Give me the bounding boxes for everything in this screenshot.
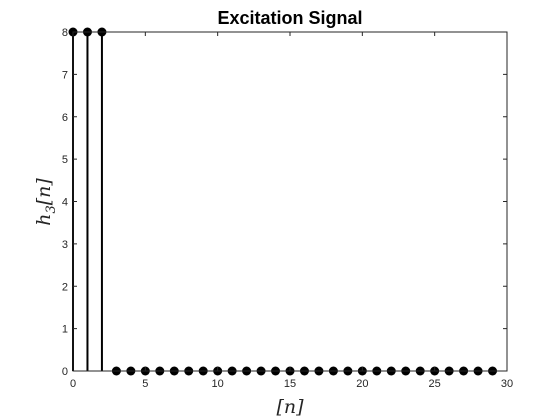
markers-layer (68, 27, 498, 376)
y-tick-label: 1 (62, 324, 68, 336)
x-tick-label: 5 (142, 378, 148, 390)
y-axis-label-rest: [n] (33, 178, 55, 206)
x-axis-label: [n] (276, 396, 304, 418)
y-tick-label: 6 (62, 112, 68, 124)
y-axis-label: h3[n] (33, 178, 59, 226)
y-ticks: 0 1 2 3 4 5 6 7 8 (62, 27, 507, 378)
x-tick-label: 10 (212, 378, 224, 390)
y-tick-label: 8 (62, 27, 68, 39)
y-tick-label: 7 (62, 69, 68, 81)
y-tick-label: 3 (62, 239, 68, 251)
x-tick-label: 0 (70, 378, 76, 390)
y-tick-label: 2 (62, 281, 68, 293)
x-tick-label: 15 (284, 378, 296, 390)
y-axis-label-base: h (33, 214, 55, 226)
x-ticks: 0 5 10 15 20 25 30 (70, 32, 513, 390)
x-tick-label: 20 (356, 378, 368, 390)
y-axis-label-sub: 3 (44, 205, 59, 213)
y-tick-label: 5 (62, 154, 68, 166)
x-tick-label: 25 (429, 378, 441, 390)
y-tick-label: 0 (62, 366, 68, 378)
plot-area (73, 32, 507, 371)
y-tick-label: 4 (62, 197, 68, 209)
chart-title: Excitation Signal (217, 8, 362, 28)
x-tick-label: 30 (501, 378, 513, 390)
